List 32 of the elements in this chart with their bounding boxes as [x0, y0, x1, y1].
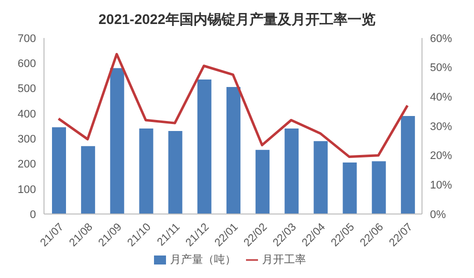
y-tick-label: 600	[18, 58, 36, 70]
y-tick-label: 500	[18, 83, 36, 96]
y-tick-label: 300	[18, 133, 36, 146]
bar	[52, 127, 66, 214]
y2-tick-label: 20%	[430, 150, 452, 162]
bar	[81, 146, 96, 214]
y-tick-label: 100	[18, 184, 36, 196]
bar	[110, 68, 124, 214]
y2-tick-label: 40%	[430, 92, 452, 104]
y-tick-label: 0	[30, 208, 36, 221]
y-tick-label: 400	[18, 108, 36, 120]
bar	[314, 141, 328, 214]
bar	[168, 131, 182, 214]
y2-tick-label: 10%	[430, 180, 452, 192]
bar	[197, 79, 212, 214]
bar	[284, 128, 299, 214]
bar	[226, 87, 240, 214]
bar	[372, 161, 386, 214]
y-tick-label: 700	[18, 32, 36, 45]
legend-label: 月开工率	[262, 254, 306, 266]
bar	[342, 162, 357, 214]
y2-tick-label: 0%	[430, 208, 446, 221]
y2-tick-label: 60%	[430, 32, 452, 45]
bar	[256, 150, 270, 214]
line-series	[57, 52, 409, 158]
y2-tick-label: 30%	[430, 120, 452, 133]
chart-title: 2021-2022年国内锡锭月产量及月开工率一览	[98, 10, 376, 29]
y2-tick-label: 50%	[430, 62, 452, 74]
legend-label: 月产量（吨）	[170, 254, 236, 266]
bar	[400, 116, 415, 214]
bar	[139, 128, 154, 214]
y-tick-label: 200	[18, 158, 36, 171]
